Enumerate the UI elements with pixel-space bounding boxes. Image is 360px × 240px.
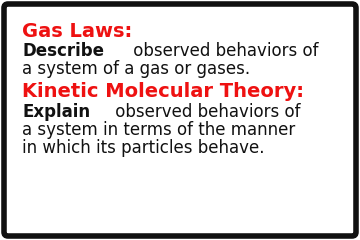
Text: a system in terms of the manner: a system in terms of the manner (22, 121, 295, 139)
Text: a system of a gas or gases.: a system of a gas or gases. (22, 60, 250, 78)
Text: observed behaviors of: observed behaviors of (110, 103, 300, 121)
Text: Gas Laws:: Gas Laws: (22, 22, 132, 41)
FancyBboxPatch shape (4, 4, 356, 236)
Text: in which its particles behave.: in which its particles behave. (22, 139, 265, 157)
Text: Explain: Explain (22, 103, 90, 121)
Text: observed behaviors of: observed behaviors of (128, 42, 318, 60)
Text: Describe: Describe (22, 42, 104, 60)
Text: Kinetic Molecular Theory:: Kinetic Molecular Theory: (22, 82, 304, 101)
